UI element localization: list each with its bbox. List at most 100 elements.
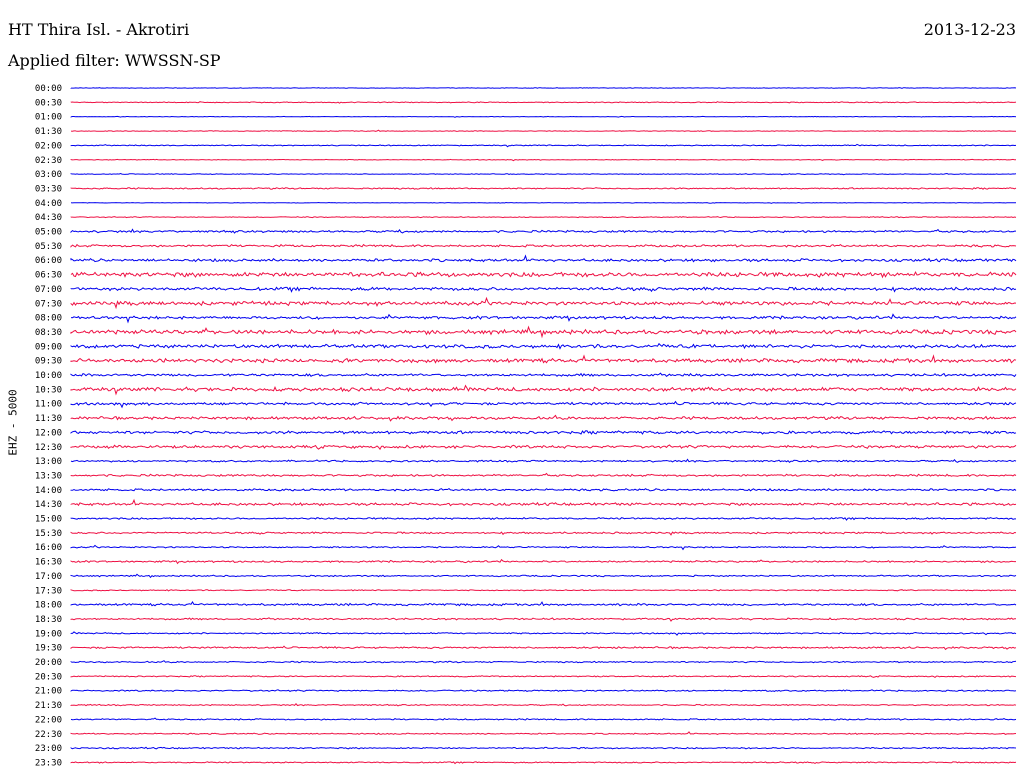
trace-line <box>70 746 1017 750</box>
row-time-label: 07:30 <box>35 299 62 309</box>
row-time-label: 23:00 <box>35 744 62 754</box>
row-time-label: 22:00 <box>35 715 62 725</box>
trace-line <box>70 172 1017 176</box>
row-time-label: 17:30 <box>35 586 62 596</box>
row-time-label: 12:00 <box>35 428 62 438</box>
trace-line <box>70 516 1016 521</box>
trace-line <box>70 544 1017 551</box>
trace-line <box>70 187 1017 190</box>
row-time-label: 02:00 <box>35 141 62 151</box>
row-time-label: 18:00 <box>35 601 62 611</box>
trace-line <box>70 228 1016 234</box>
trace-line <box>70 158 1016 162</box>
row-time-label: 14:30 <box>35 500 62 510</box>
row-time-label: 01:30 <box>35 127 62 137</box>
row-time-label: 13:00 <box>35 457 62 467</box>
row-time-label: 08:00 <box>35 314 62 324</box>
row-time-label: 00:00 <box>35 84 62 94</box>
row-time-label: 17:00 <box>35 572 62 582</box>
trace-line <box>70 115 1017 118</box>
row-time-label: 16:30 <box>35 558 62 568</box>
row-time-label: 13:30 <box>35 471 62 481</box>
row-time-label: 05:00 <box>35 228 62 238</box>
row-time-label: 19:00 <box>35 629 62 639</box>
row-time-label: 02:30 <box>35 156 62 166</box>
trace-line <box>70 270 1017 279</box>
row-time-label: 20:00 <box>35 658 62 668</box>
row-time-label: 03:00 <box>35 170 62 180</box>
row-time-label: 20:30 <box>35 672 62 682</box>
trace-line <box>70 731 1017 735</box>
row-time-label: 15:30 <box>35 529 62 539</box>
row-time-label: 16:00 <box>35 543 62 553</box>
trace-line <box>70 660 1017 664</box>
trace-line <box>70 531 1017 536</box>
row-time-label: 04:30 <box>35 213 62 223</box>
trace-line <box>70 498 1017 507</box>
trace-line <box>70 87 1017 89</box>
trace-line <box>70 414 1017 422</box>
trace-line <box>70 129 1016 132</box>
trace-line <box>70 472 1017 478</box>
trace-line <box>70 325 1017 339</box>
row-time-label: 08:30 <box>35 328 62 338</box>
row-time-label: 14:00 <box>35 486 62 496</box>
trace-line <box>70 573 1017 579</box>
trace-line <box>70 601 1017 607</box>
trace-line <box>70 243 1017 248</box>
row-time-label: 12:30 <box>35 443 62 453</box>
row-time-label: 00:30 <box>35 98 62 108</box>
filter-label: Applied filter: WWSSN-SP <box>8 51 221 70</box>
row-time-label: 10:30 <box>35 385 62 395</box>
trace-line <box>70 761 1017 765</box>
row-time-label: 19:30 <box>35 644 62 654</box>
trace-line <box>70 143 1017 148</box>
row-time-label: 03:30 <box>35 184 62 194</box>
row-time-label: 11:00 <box>35 400 62 410</box>
trace-line <box>70 458 1017 463</box>
row-time-label: 21:30 <box>35 701 62 711</box>
trace-line <box>70 384 1017 396</box>
row-time-label: 06:00 <box>35 256 62 266</box>
trace-line <box>70 588 1017 592</box>
row-time-label: 04:00 <box>35 199 62 209</box>
trace-line <box>70 286 1017 293</box>
trace-line <box>70 201 1017 204</box>
row-time-label: 15:00 <box>35 515 62 525</box>
trace-line <box>70 487 1017 492</box>
row-time-label: 09:30 <box>35 357 62 367</box>
row-time-label: 22:30 <box>35 730 62 740</box>
trace-line <box>70 675 1017 679</box>
trace-line <box>70 313 1017 324</box>
row-time-label: 23:30 <box>35 758 62 768</box>
trace-line <box>70 444 1017 451</box>
station-title: HT Thira Isl. - Akrotiri <box>8 20 190 39</box>
trace-line <box>70 372 1017 378</box>
row-time-label: 11:30 <box>35 414 62 424</box>
row-time-label: 18:30 <box>35 615 62 625</box>
trace-line <box>70 703 1017 707</box>
trace-line <box>70 296 1017 310</box>
trace-line <box>70 354 1017 364</box>
trace-line <box>70 400 1017 409</box>
trace-line <box>70 342 1017 350</box>
row-time-label: 06:30 <box>35 271 62 281</box>
row-time-label: 07:00 <box>35 285 62 295</box>
trace-line <box>70 254 1017 263</box>
row-time-label: 21:00 <box>35 687 62 697</box>
row-time-label: 09:00 <box>35 342 62 352</box>
trace-line <box>70 645 1017 651</box>
row-time-label: 10:00 <box>35 371 62 381</box>
trace-line <box>70 689 1017 692</box>
trace-line <box>70 216 1017 219</box>
trace-line <box>70 101 1017 104</box>
trace-line <box>70 617 1016 622</box>
trace-line <box>70 631 1017 636</box>
trace-line <box>70 558 1016 565</box>
row-time-label: 05:30 <box>35 242 62 252</box>
plot-date: 2013-12-23 <box>923 20 1016 39</box>
row-time-label: 01:00 <box>35 113 62 123</box>
trace-line <box>70 429 1017 435</box>
trace-line <box>70 717 1017 721</box>
